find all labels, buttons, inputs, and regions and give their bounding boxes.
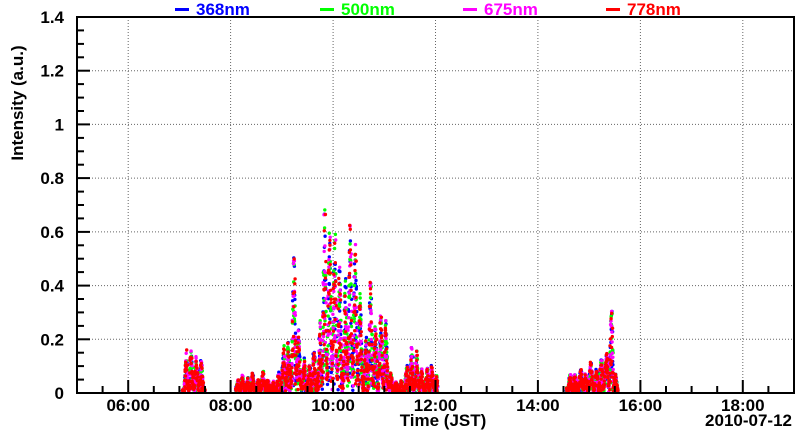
y-tick-label: 0.8 — [40, 169, 64, 188]
legend-marker-368nm-icon — [175, 8, 189, 11]
series-500nm — [180, 208, 620, 394]
gridlines — [77, 17, 794, 393]
date-label: 2010-07-12 — [705, 411, 792, 430]
legend-marker-500nm-icon — [320, 8, 334, 11]
y-tick-labels: 0 0.2 0.4 0.6 0.8 1 1.2 1.4 — [40, 8, 64, 403]
legend-item-778nm: 778nm — [606, 1, 681, 18]
legend-item-675nm: 675nm — [463, 1, 538, 18]
x-tick-label: 06:00 — [106, 396, 149, 415]
legend-marker-778nm-icon — [606, 8, 620, 11]
y-tick-label: 0.4 — [40, 277, 64, 296]
legend-label-675nm: 675nm — [484, 0, 538, 19]
y-tick-label: 0.2 — [40, 330, 64, 349]
y-tick-label: 1 — [55, 115, 64, 134]
legend-label-778nm: 778nm — [627, 0, 681, 19]
x-tick-label: 16:00 — [619, 396, 662, 415]
x-tick-label: 10:00 — [311, 396, 354, 415]
axis-ticks — [76, 16, 795, 394]
series-675nm — [180, 213, 620, 394]
x-axis-title: Time (JST) — [399, 411, 487, 430]
legend-item-368nm: 368nm — [175, 1, 250, 18]
legend-label-500nm: 500nm — [341, 0, 395, 19]
x-tick-label: 18:00 — [721, 396, 764, 415]
plot-frame — [76, 16, 795, 394]
series-368nm — [180, 212, 620, 394]
legend-marker-675nm-icon — [463, 8, 477, 11]
x-tick-label: 12:00 — [414, 396, 457, 415]
legend-item-500nm: 500nm — [320, 1, 395, 18]
y-tick-label: 0.6 — [40, 223, 64, 242]
y-tick-label: 1.2 — [40, 62, 64, 81]
x-tick-labels: 06:00 08:00 10:00 12:00 14:00 16:00 18:00 — [106, 396, 764, 415]
series-778nm — [180, 212, 620, 394]
legend-label-368nm: 368nm — [196, 0, 250, 19]
y-tick-label: 0 — [55, 384, 64, 403]
x-tick-label: 08:00 — [209, 396, 252, 415]
y-tick-label: 1.4 — [40, 8, 64, 27]
x-tick-label: 14:00 — [516, 396, 559, 415]
